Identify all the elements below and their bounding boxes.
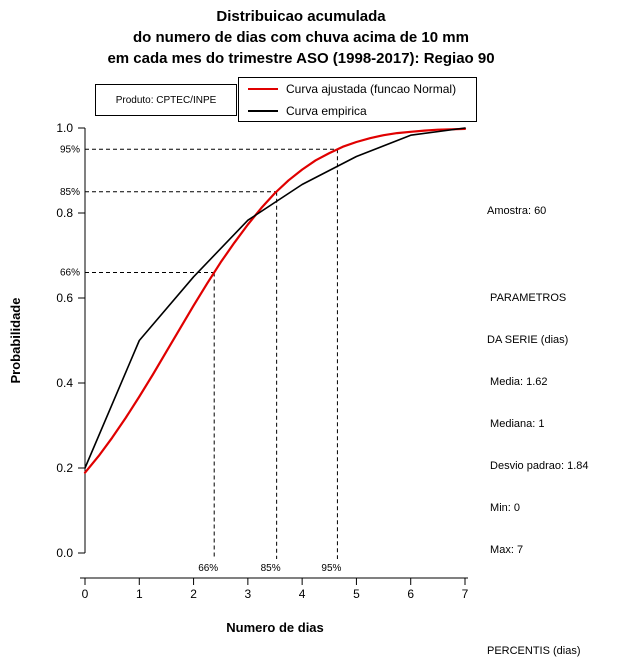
params-header-1: PARAMETROS — [487, 292, 567, 304]
title-line-3: em cada mes do trimestre ASO (1998-2017)… — [107, 50, 495, 67]
panel-spacer — [487, 246, 639, 263]
y-axis: 0.0 0.2 0.4 0.6 0.8 1.0 — [56, 121, 86, 560]
y-axis-label: Probabilidade — [8, 298, 23, 384]
guide-left-label: 95% — [60, 144, 80, 155]
fitted-curve-line-icon — [248, 87, 278, 90]
guide-left-label: 66% — [60, 268, 80, 279]
x-tick-label: 3 — [245, 587, 252, 601]
guide-bottom-label: 95% — [321, 563, 341, 574]
y-tick-label: 0.8 — [56, 206, 73, 220]
fitted-curve — [83, 127, 467, 474]
legend-item-fitted: Curva ajustada (funcao Normal) — [239, 80, 476, 98]
stat-sample: Amostra: 60 — [487, 205, 547, 217]
stat-mediana: Mediana: 1 — [487, 418, 545, 430]
legend-label-empirical: Curva empirica — [286, 103, 367, 118]
y-tick-label: 0.2 — [56, 461, 73, 475]
x-tick-label: 0 — [82, 587, 89, 601]
x-tick-label: 6 — [407, 587, 414, 601]
product-label: Produto: CPTEC/INPE — [115, 94, 217, 106]
y-tick-label: 0.4 — [56, 376, 73, 390]
guide-bottom-label: 66% — [198, 563, 218, 574]
x-tick-label: 7 — [462, 587, 469, 601]
params-header-2: DA SERIE (dias) — [487, 334, 569, 346]
product-label-box: Produto: CPTEC/INPE — [95, 84, 237, 116]
percentiles-header: PERCENTIS (dias) — [487, 645, 581, 657]
legend-item-empirical: Curva empirica — [239, 102, 476, 120]
panel-spacer — [487, 585, 639, 616]
x-axis-label: Numero de dias — [226, 620, 324, 635]
stat-media: Media: 1.62 — [487, 376, 548, 388]
empirical-curve — [84, 127, 466, 469]
empirical-curve-line-icon — [248, 109, 278, 112]
stat-min: Min: 0 — [487, 502, 521, 514]
x-tick-label: 5 — [353, 587, 360, 601]
stat-max: Max: 7 — [487, 544, 524, 556]
y-tick-label: 1.0 — [56, 121, 73, 135]
title-line-2: do numero de dias com chuva acima de 10 … — [133, 29, 469, 46]
x-axis: 0 1 2 3 4 5 6 7 — [80, 577, 469, 601]
y-tick-label: 0.0 — [56, 546, 73, 560]
percentile-guides: 66% 66% 85% 85% 95% 95% — [60, 144, 342, 574]
legend: Curva ajustada (funcao Normal) Curva emp… — [238, 77, 477, 122]
legend-label-fitted: Curva ajustada (funcao Normal) — [286, 81, 457, 96]
statistics-panel: Amostra: 60 PARAMETROS DA SERIE (dias) M… — [487, 176, 639, 660]
guide-bottom-label: 85% — [261, 563, 281, 574]
chart-title: Distribuicao acumulada do numero de dias… — [0, 6, 602, 69]
guide-left-label: 85% — [60, 187, 80, 198]
stat-desvio-padrao: Desvio padrao: 1.84 — [487, 460, 589, 472]
x-tick-label: 2 — [190, 587, 197, 601]
x-tick-label: 4 — [299, 587, 306, 601]
y-tick-label: 0.6 — [56, 291, 73, 305]
x-tick-label: 1 — [136, 587, 143, 601]
title-line-1: Distribuicao acumulada — [216, 8, 386, 25]
